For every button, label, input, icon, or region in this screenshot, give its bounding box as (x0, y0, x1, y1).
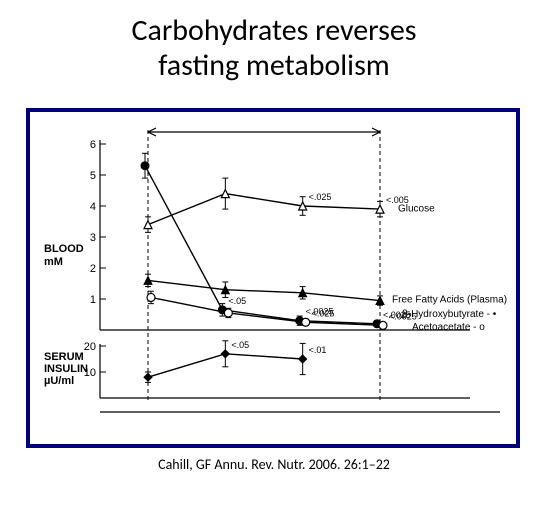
svg-text:6: 6 (90, 139, 96, 151)
svg-text:mM: mM (44, 256, 63, 268)
citation-text: Cahill, GF Annu. Rev. Nutr. 2006. 26:1–2… (158, 456, 390, 473)
svg-text:4: 4 (90, 201, 96, 213)
slide-title: Carbohydrates reverses fasting metabolis… (0, 0, 548, 83)
svg-text:5: 5 (90, 170, 96, 182)
svg-text:µU/ml: µU/ml (44, 375, 74, 387)
svg-text:2: 2 (90, 263, 96, 275)
svg-text:<.025: <.025 (312, 308, 335, 318)
svg-text:β-Hydroxybutyrate - •: β-Hydroxybutyrate - • (402, 309, 497, 320)
svg-text:Free Fatty Acids (Plasma): Free Fatty Acids (Plasma) (392, 295, 507, 306)
title-line-1: Carbohydrates reverses (131, 12, 416, 49)
svg-text:<.025: <.025 (309, 192, 332, 202)
svg-text:3: 3 (90, 232, 96, 244)
svg-text:20: 20 (84, 341, 96, 353)
svg-text:SERUM: SERUM (44, 351, 84, 363)
title-line-2: fasting metabolism (158, 47, 390, 84)
svg-text:BLOOD: BLOOD (44, 243, 84, 255)
figure-frame: 123456BLOODmM1020SERUMINSULINµU/ml<.025<… (26, 108, 520, 448)
svg-text:<.01: <.01 (309, 345, 327, 355)
svg-text:<.05: <.05 (231, 340, 249, 350)
citation: Cahill, GF Annu. Rev. Nutr. 2006. 26:1–2… (0, 456, 548, 473)
chart-svg: 123456BLOODmM1020SERUMINSULINµU/ml<.025<… (30, 112, 516, 444)
svg-text:<.05: <.05 (228, 296, 246, 306)
svg-text:Acetoacetate - o: Acetoacetate - o (412, 322, 485, 333)
svg-text:INSULIN: INSULIN (44, 363, 88, 375)
svg-text:1: 1 (90, 294, 96, 306)
svg-text:Glucose: Glucose (398, 204, 435, 215)
